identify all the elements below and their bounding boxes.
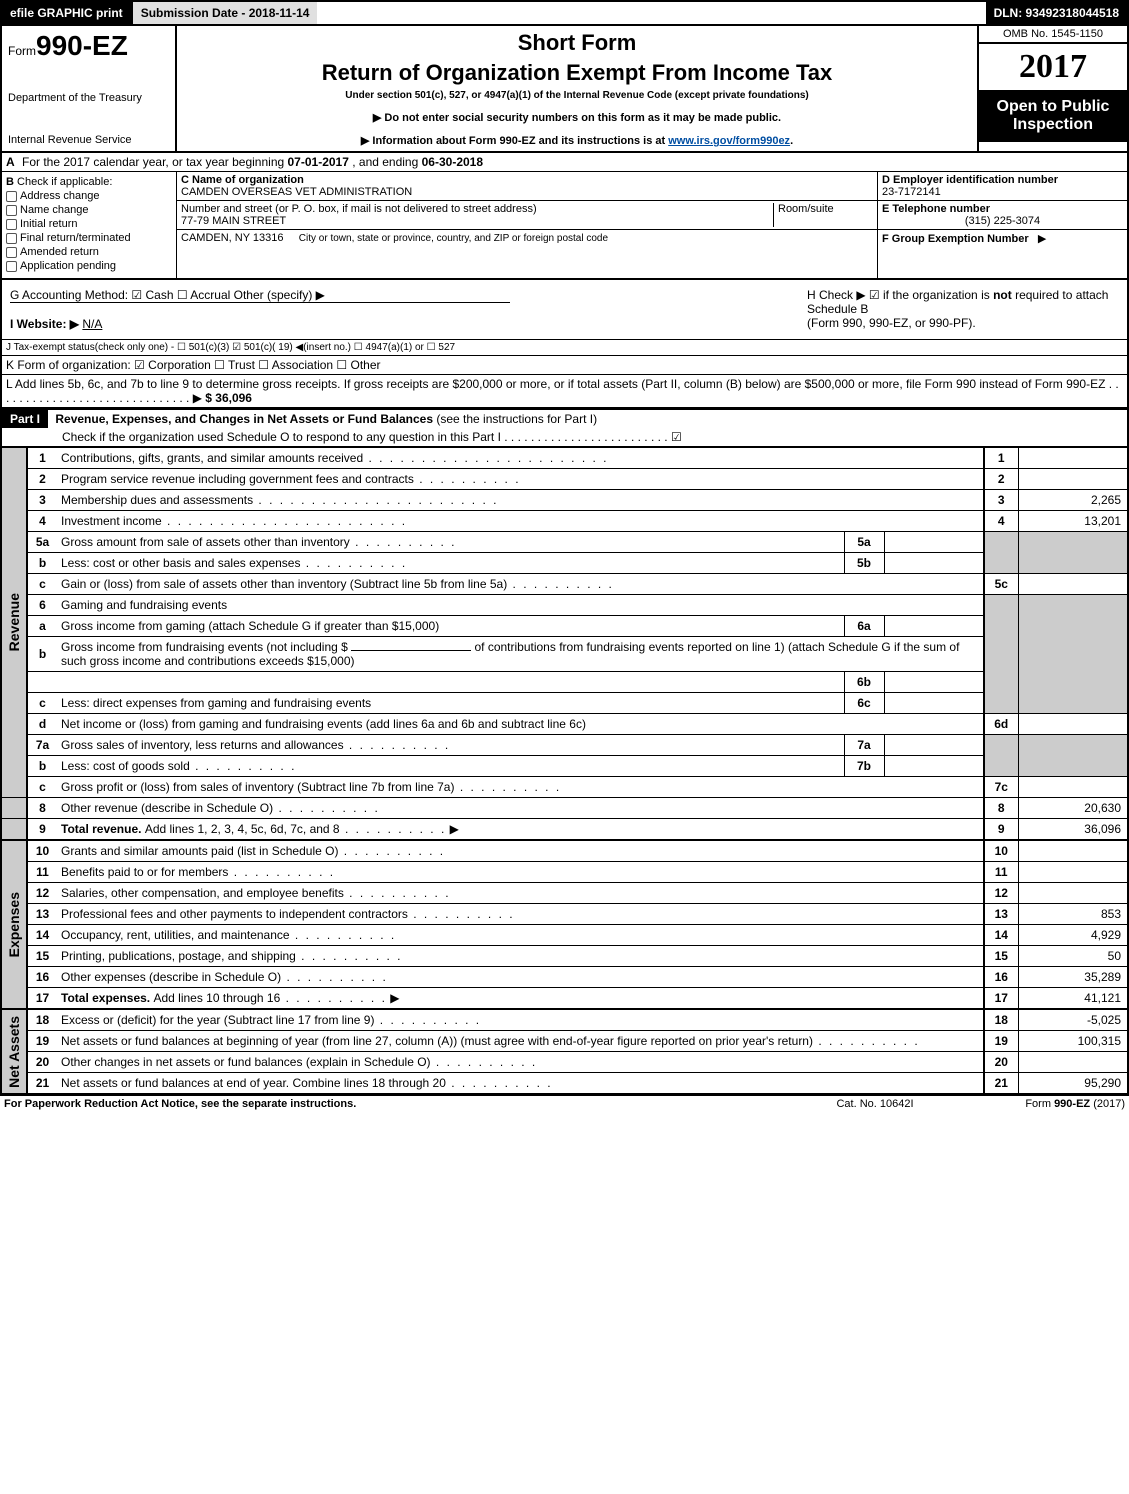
tax-year: 2017 <box>979 44 1127 90</box>
form-number: Form990-EZ <box>8 30 169 62</box>
omb-number: OMB No. 1545-1150 <box>979 26 1127 44</box>
website-label: I Website: ▶ <box>10 317 79 331</box>
short-form-title: Short Form <box>183 30 971 56</box>
val-17: 41,121 <box>1018 988 1128 1010</box>
city-label: City or town, state or province, country… <box>299 233 608 244</box>
line-l: L Add lines 5b, 6c, and 7b to line 9 to … <box>0 375 1129 409</box>
cat-no: Cat. No. 10642I <box>775 1098 975 1110</box>
val-9: 36,096 <box>1018 819 1128 841</box>
group-exemption-label: F Group Exemption Number <box>882 233 1029 245</box>
chk-address-change[interactable]: Address change <box>6 190 172 202</box>
website-value: N/A <box>82 317 102 331</box>
line-a: A For the 2017 calendar year, or tax yea… <box>0 153 1129 172</box>
chk-initial-return[interactable]: Initial return <box>6 218 172 230</box>
val-14: 4,929 <box>1018 925 1128 946</box>
page-footer: For Paperwork Reduction Act Notice, see … <box>0 1095 1129 1112</box>
col-def: D Employer identification number 23-7172… <box>877 172 1127 278</box>
chk-final-return[interactable]: Final return/terminated <box>6 232 172 244</box>
dln: DLN: 93492318044518 <box>986 2 1127 24</box>
arrow-icon: ▶ <box>1038 233 1046 245</box>
submission-date: Submission Date - 2018-11-14 <box>131 2 318 24</box>
ein-label: D Employer identification number <box>882 174 1058 186</box>
col-b: B Check if applicable: Address change Na… <box>2 172 177 278</box>
val-8: 20,630 <box>1018 798 1128 819</box>
form-header: Form990-EZ Department of the Treasury In… <box>0 26 1129 153</box>
subtitle: Under section 501(c), 527, or 4947(a)(1)… <box>183 90 971 101</box>
h-check: H Check ▶ ☑ if the organization is <box>807 288 993 302</box>
efile-print-label[interactable]: efile GRAPHIC print <box>2 2 131 24</box>
val-16: 35,289 <box>1018 967 1128 988</box>
netassets-sidelabel: Net Assets <box>6 1016 22 1088</box>
val-21: 95,290 <box>1018 1073 1128 1095</box>
gross-receipts: $ 36,096 <box>205 391 252 405</box>
phone-value: (315) 225-3074 <box>882 215 1123 227</box>
note-info: ▶ Information about Form 990-EZ and its … <box>183 134 971 147</box>
val-19: 100,315 <box>1018 1031 1128 1052</box>
main-title: Return of Organization Exempt From Incom… <box>183 60 971 86</box>
check-if-applicable: Check if applicable: <box>17 176 112 188</box>
val-15: 50 <box>1018 946 1128 967</box>
accounting-method: G Accounting Method: ☑ Cash ☐ Accrual Ot… <box>10 288 510 303</box>
street-label: Number and street (or P. O. box, if mail… <box>181 203 537 215</box>
dept-treasury: Department of the Treasury <box>8 92 169 104</box>
room-suite-label: Room/suite <box>778 203 834 215</box>
form990ez-link[interactable]: www.irs.gov/form990ez <box>668 135 790 147</box>
phone-label: E Telephone number <box>882 203 990 215</box>
irs-label: Internal Revenue Service <box>8 134 169 146</box>
tax-year-end: 06-30-2018 <box>422 155 483 169</box>
top-bar: efile GRAPHIC print Submission Date - 20… <box>0 0 1129 26</box>
paperwork-notice: For Paperwork Reduction Act Notice, see … <box>4 1098 775 1110</box>
part-i-label: Part I <box>2 410 48 428</box>
chk-application-pending[interactable]: Application pending <box>6 260 172 272</box>
ein-value: 23-7172141 <box>882 186 941 198</box>
val-18: -5,025 <box>1018 1009 1128 1031</box>
part-i-header: Part I Revenue, Expenses, and Changes in… <box>0 409 1129 448</box>
revenue-sidelabel: Revenue <box>6 593 22 651</box>
city-value: CAMDEN, NY 13316 <box>181 232 284 244</box>
val-13: 853 <box>1018 904 1128 925</box>
form-ref: Form 990-EZ (2017) <box>975 1098 1125 1110</box>
part-i-check: Check if the organization used Schedule … <box>2 428 1127 446</box>
org-name-label: C Name of organization <box>181 174 304 186</box>
val-4: 13,201 <box>1018 511 1128 532</box>
line-gh: G Accounting Method: ☑ Cash ☐ Accrual Ot… <box>0 280 1129 340</box>
col-c: C Name of organization CAMDEN OVERSEAS V… <box>177 172 877 278</box>
tax-year-begin: 07-01-2017 <box>288 155 349 169</box>
section-bcdef: B Check if applicable: Address change Na… <box>0 172 1129 280</box>
part-i-table: Revenue 1Contributions, gifts, grants, a… <box>0 448 1129 1095</box>
val-3: 2,265 <box>1018 490 1128 511</box>
chk-amended-return[interactable]: Amended return <box>6 246 172 258</box>
open-to-public: Open to Public Inspection <box>979 90 1127 142</box>
label-a: A <box>2 153 18 171</box>
note-ssn: ▶ Do not enter social security numbers o… <box>183 111 971 124</box>
expenses-sidelabel: Expenses <box>6 892 22 957</box>
chk-name-change[interactable]: Name change <box>6 204 172 216</box>
street-value: 77-79 MAIN STREET <box>181 215 286 227</box>
h-form-ref: (Form 990, 990-EZ, or 990-PF). <box>807 316 976 330</box>
line-k: K Form of organization: ☑ Corporation ☐ … <box>0 356 1129 375</box>
org-name: CAMDEN OVERSEAS VET ADMINISTRATION <box>181 186 412 198</box>
line-j: J Tax-exempt status(check only one) - ☐ … <box>0 340 1129 356</box>
